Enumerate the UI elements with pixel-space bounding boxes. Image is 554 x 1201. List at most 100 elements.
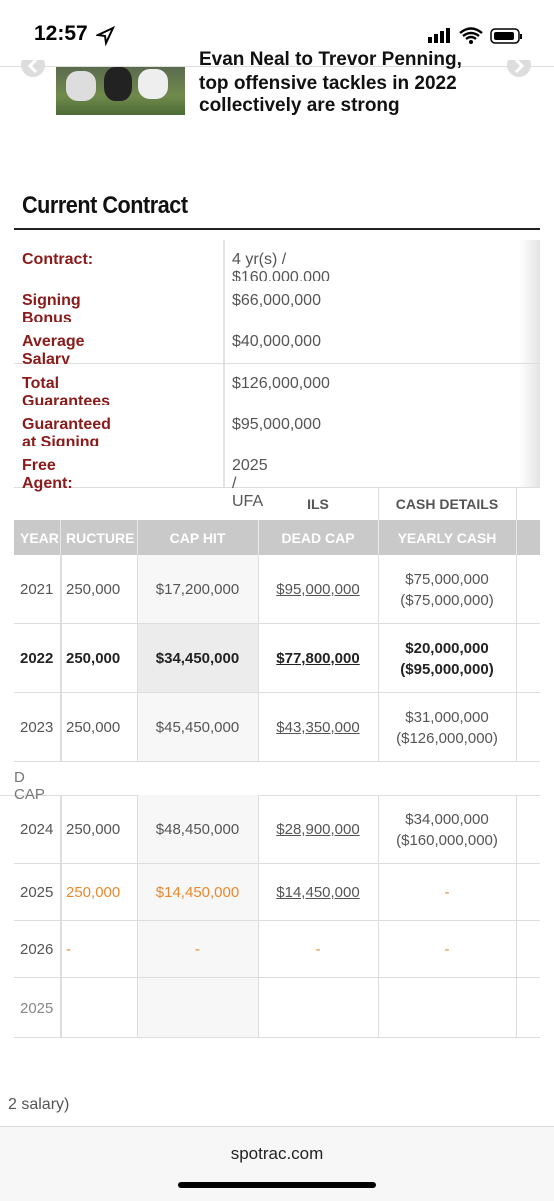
row-bg xyxy=(14,921,540,978)
year-cell: 2025 xyxy=(20,999,54,1017)
header-bg xyxy=(14,520,540,555)
table-cell: $17,200,000 xyxy=(155,581,240,598)
year-cell: 2023 xyxy=(20,719,54,736)
row-bg xyxy=(14,555,540,624)
col-divider xyxy=(137,978,138,1038)
section-title: Current Contract xyxy=(22,192,188,219)
status-time: 12:57 xyxy=(34,22,88,45)
dead-cap-cell: $43,350,000 xyxy=(258,693,378,762)
col-divider xyxy=(258,624,259,693)
col-divider xyxy=(258,555,259,624)
contract-value: $126,000,000 xyxy=(232,374,330,392)
title-rule xyxy=(14,228,540,230)
cash-line: $34,000,000 xyxy=(405,810,489,828)
article-title[interactable]: Evan Neal to Trevor Penning, top offensi… xyxy=(190,44,530,124)
col-divider xyxy=(516,921,517,978)
dead-cap-link[interactable]: $14,450,000 xyxy=(276,884,360,901)
row-bg xyxy=(14,624,540,693)
table-cell: 250,000 xyxy=(66,650,121,667)
col-divider xyxy=(223,446,225,487)
cash-cell: $20,000,000 ($95,000,000) xyxy=(378,624,516,693)
column-header: RUCTURE xyxy=(66,529,135,546)
home-indicator xyxy=(178,1182,376,1188)
dead-cap-link[interactable]: $95,000,000 xyxy=(276,581,360,598)
col-divider xyxy=(137,624,138,693)
col-divider xyxy=(60,555,62,624)
col-divider xyxy=(60,693,62,762)
dead-cap-link[interactable]: $43,350,000 xyxy=(276,719,360,736)
cash-line: $31,000,000 xyxy=(405,708,489,726)
col-divider xyxy=(378,693,379,762)
col-divider xyxy=(137,555,138,624)
col-divider xyxy=(223,281,225,323)
col-divider xyxy=(516,795,517,864)
column-header: DEAD CAP xyxy=(281,529,355,546)
table-cell: $48,450,000 xyxy=(155,821,240,838)
row-bg xyxy=(14,693,540,762)
divider xyxy=(0,66,554,67)
contract-value: 2025 / UFA xyxy=(232,457,268,510)
cash-line: $20,000,000 xyxy=(405,639,489,657)
contract-row-bg xyxy=(14,281,540,324)
footer-domain[interactable]: spotrac.com xyxy=(230,1144,324,1163)
year-cell: 2022 xyxy=(20,650,54,667)
contract-value: $66,000,000 xyxy=(232,292,321,310)
table-cell: $34,450,000 xyxy=(155,650,240,667)
column-header: YEARLY CASH xyxy=(397,529,497,546)
cash-cell: $31,000,000 ($126,000,000) xyxy=(378,693,516,762)
col-divider xyxy=(60,624,62,693)
col-divider xyxy=(137,795,138,864)
year-cell: 2021 xyxy=(20,581,54,598)
contract-row-bg xyxy=(14,446,540,488)
cap-hit-bg xyxy=(137,795,258,863)
dead-cap-cell: $77,800,000 xyxy=(258,624,378,693)
col-divider xyxy=(137,520,138,555)
cash-line: ($126,000,000) xyxy=(396,729,498,747)
col-divider xyxy=(258,520,259,555)
column-header: CAP HIT xyxy=(169,529,226,546)
cash-cell: - xyxy=(378,864,516,921)
dead-cap-cell: $28,900,000 xyxy=(258,795,378,864)
table-cell: 250,000 xyxy=(66,821,121,838)
contract-label: Free Agent: xyxy=(22,457,73,492)
group-header: CASH DETAILS xyxy=(395,495,499,512)
table-cell: - xyxy=(66,941,71,958)
col-divider xyxy=(223,322,225,364)
table-cell: 250,000 xyxy=(66,581,121,598)
cash-cell: $75,000,000 ($75,000,000) xyxy=(378,555,516,624)
dead-cap-cell: $14,450,000 xyxy=(258,864,378,921)
col-divider xyxy=(516,487,517,520)
next-arrow[interactable] xyxy=(506,60,532,80)
col-divider xyxy=(258,864,259,921)
article-image[interactable] xyxy=(56,67,185,115)
col-divider xyxy=(258,978,259,1038)
col-divider xyxy=(516,555,517,624)
col-divider xyxy=(378,520,379,555)
year-cell: 2025 xyxy=(20,884,54,901)
divider-label: D CAP xyxy=(14,769,45,803)
col-divider xyxy=(516,693,517,762)
table-cell: - xyxy=(315,941,321,958)
year-cell: 2024 xyxy=(20,821,54,838)
location-icon xyxy=(96,26,116,46)
cash-line: $75,000,000 xyxy=(405,570,489,588)
col-divider xyxy=(60,864,62,921)
dead-cap-link[interactable]: $28,900,000 xyxy=(276,821,360,838)
col-divider xyxy=(516,864,517,921)
cash-line: ($75,000,000) xyxy=(400,591,494,609)
col-divider xyxy=(137,864,138,921)
col-divider xyxy=(378,864,379,921)
table-cell: $14,450,000 xyxy=(155,884,240,901)
article-line: Evan Neal to Trevor Penning, xyxy=(199,49,462,70)
dead-cap-cell: $95,000,000 xyxy=(258,555,378,624)
dead-cap-link[interactable]: $77,800,000 xyxy=(276,650,360,667)
col-divider xyxy=(60,795,62,864)
col-divider xyxy=(258,693,259,762)
cash-cell: - xyxy=(378,921,516,978)
prev-arrow[interactable] xyxy=(20,60,46,80)
col-divider xyxy=(516,978,517,1038)
row-bg xyxy=(14,978,540,1038)
table-cell: $45,450,000 xyxy=(155,719,240,736)
col-divider xyxy=(516,520,517,555)
